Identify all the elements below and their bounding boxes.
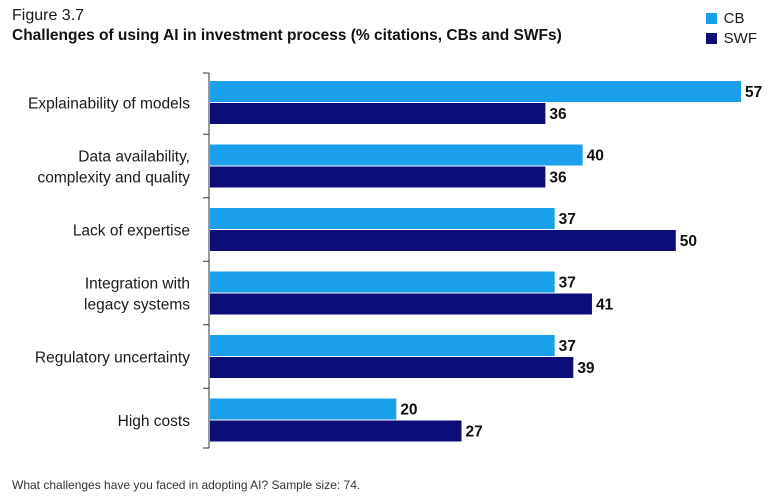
data-label: 27	[466, 424, 483, 441]
bar-swf	[210, 293, 592, 315]
category-label: Data availability,	[78, 149, 190, 166]
category-label: complexity and quality	[38, 170, 191, 187]
data-label: 36	[549, 170, 567, 187]
data-label: 36	[549, 106, 567, 123]
bar-cb	[210, 335, 555, 356]
data-label: 37	[559, 275, 576, 292]
data-label: 39	[577, 360, 595, 377]
bar-cb	[210, 81, 741, 102]
data-label: 40	[587, 148, 604, 165]
footnote: What challenges have you faced in adopti…	[12, 478, 361, 492]
bar-cb	[210, 271, 555, 293]
category-label: Lack of expertise	[73, 223, 190, 240]
category-label: Integration with	[85, 276, 190, 293]
legend-swatch-cb	[705, 12, 717, 24]
legend-item-swf: SWF	[705, 28, 757, 48]
data-label: 57	[745, 84, 762, 101]
legend-swatch-swf	[705, 32, 717, 44]
bar-chart: Explainability of models 57 36 Data availab…	[28, 72, 762, 449]
data-label: 50	[680, 233, 697, 250]
bar-cb	[210, 208, 555, 229]
legend: CB SWF	[705, 8, 757, 48]
data-label: 20	[400, 402, 417, 419]
bar-swf	[210, 166, 546, 188]
legend-item-cb: CB	[705, 8, 757, 28]
category-label: High costs	[118, 413, 191, 430]
figure-label: Figure 3.7	[12, 7, 85, 24]
category-label: Regulatory uncertainty	[35, 350, 190, 367]
legend-label-swf: SWF	[723, 29, 757, 47]
bar-swf	[210, 103, 546, 124]
data-label: 41	[596, 297, 614, 314]
bar-swf	[210, 357, 574, 378]
bar-swf	[210, 230, 676, 251]
bar-cb	[210, 398, 397, 420]
data-label: 37	[559, 338, 576, 355]
chart-title: Challenges of using AI in investment pro…	[12, 27, 562, 44]
category-label: Explainability of models	[28, 96, 190, 113]
bar-cb	[210, 144, 583, 166]
data-label: 37	[559, 211, 576, 228]
legend-label-cb: CB	[723, 9, 745, 27]
category-label: legacy systems	[84, 297, 190, 314]
bar-swf	[210, 420, 462, 442]
